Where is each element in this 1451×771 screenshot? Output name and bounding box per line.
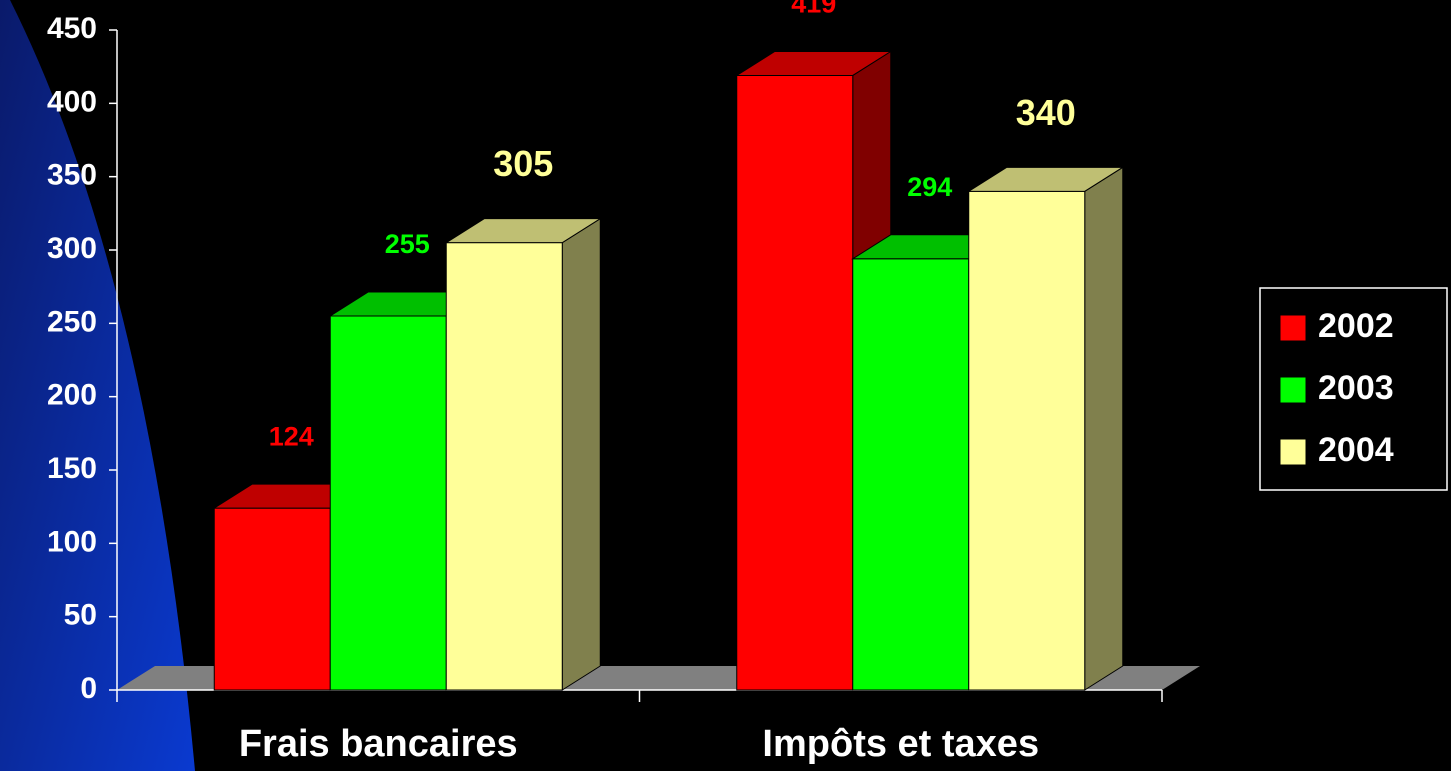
y-tick-label: 350 — [47, 159, 97, 192]
value-label: 255 — [385, 229, 430, 259]
y-tick-label: 150 — [47, 452, 97, 485]
x-tick-label: Impôts et taxes — [762, 723, 1039, 765]
legend-swatch — [1279, 438, 1307, 466]
bar-side — [1084, 166, 1124, 691]
value-label: 419 — [791, 0, 836, 19]
bar — [968, 190, 1086, 691]
bar-side — [561, 217, 601, 691]
bar-top — [735, 50, 893, 76]
value-label: 305 — [493, 143, 553, 184]
y-tick-label: 250 — [47, 305, 97, 338]
y-tick-label: 400 — [47, 85, 97, 118]
y-tick-label: 50 — [64, 599, 97, 632]
bar-top — [444, 218, 602, 244]
y-tick-label: 300 — [47, 232, 97, 265]
legend-label: 2002 — [1318, 307, 1394, 345]
bar — [213, 507, 331, 691]
value-label: 124 — [269, 421, 314, 451]
background-swoosh — [0, 0, 195, 771]
bar — [329, 315, 447, 691]
legend-swatch — [1279, 376, 1307, 404]
legend-swatch — [1279, 314, 1307, 342]
y-tick-label: 200 — [47, 379, 97, 412]
bar — [736, 74, 854, 691]
bar — [852, 258, 970, 691]
bar — [445, 242, 563, 691]
x-tick-label: Frais bancaires — [239, 723, 518, 765]
legend-label: 2004 — [1318, 431, 1394, 469]
y-tick-label: 450 — [47, 12, 97, 45]
legend-label: 2003 — [1318, 369, 1394, 407]
y-tick-label: 0 — [80, 672, 97, 705]
value-label: 294 — [907, 172, 952, 202]
value-label: 340 — [1016, 92, 1076, 133]
y-tick-label: 100 — [47, 525, 97, 558]
bar-top — [967, 166, 1125, 192]
